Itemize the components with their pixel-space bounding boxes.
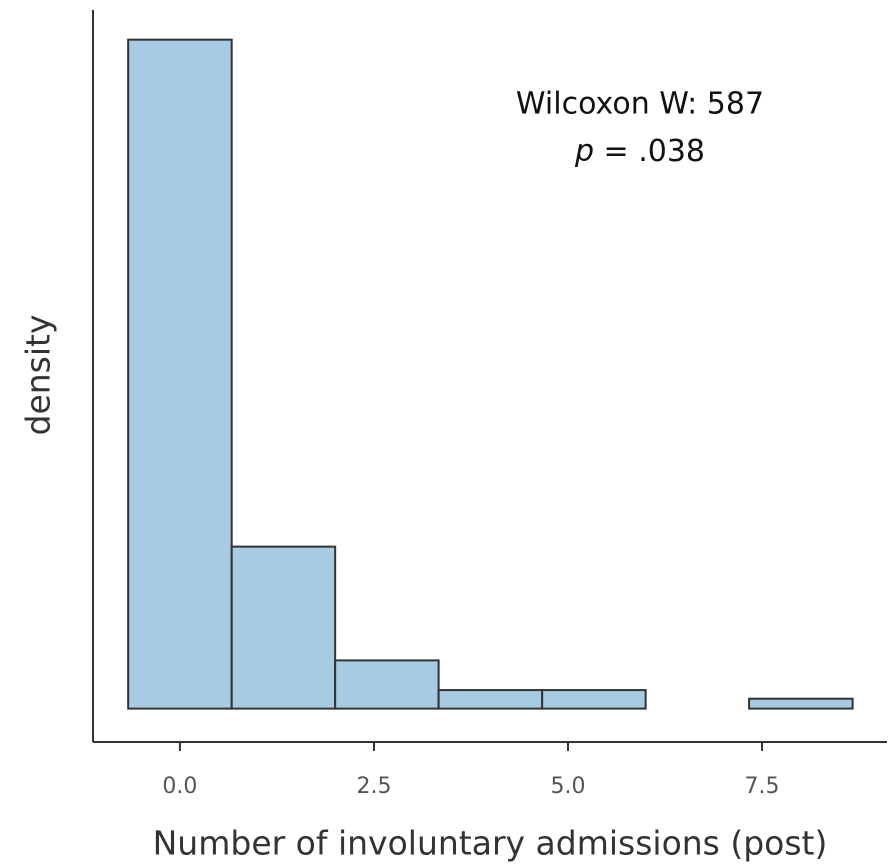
x-tick-label: 0.0 — [162, 774, 197, 799]
annotation: p = .038 — [574, 134, 705, 169]
bar — [748, 697, 854, 710]
annotation-text: = .038 — [594, 134, 705, 169]
x-tick-label: 7.5 — [745, 774, 780, 799]
annotation-symbol: p — [574, 134, 594, 169]
bar — [127, 38, 233, 710]
x-tick-label: 5.0 — [551, 774, 586, 799]
bar — [230, 545, 337, 710]
x-tick-label: 2.5 — [356, 774, 391, 799]
y-axis-title: density — [19, 315, 58, 436]
annotation: Wilcoxon W: 587 — [516, 87, 764, 122]
bar — [541, 689, 647, 710]
bar — [334, 659, 440, 710]
x-axis-title: Number of involuntary admissions (post) — [153, 824, 828, 863]
bar — [437, 689, 544, 710]
